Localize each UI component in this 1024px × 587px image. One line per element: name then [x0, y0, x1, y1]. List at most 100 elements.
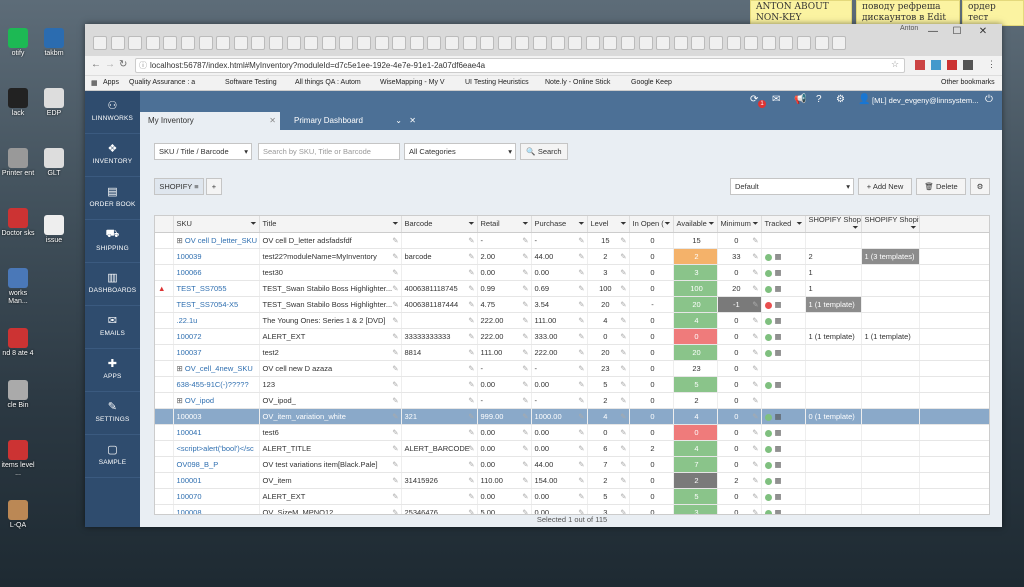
- edit-icon[interactable]: ✎: [620, 300, 627, 309]
- title-cell[interactable]: ✎ test2: [259, 344, 402, 361]
- edit-icon[interactable]: ✎: [620, 492, 627, 501]
- gear-icon[interactable]: ⚙: [836, 94, 845, 105]
- sku-cell[interactable]: ⊞ OV cell D_letter_SKU: [173, 232, 260, 249]
- edit-icon[interactable]: ✎: [578, 396, 585, 405]
- purchase-cell[interactable]: ✎ 0.00: [531, 488, 588, 505]
- shopify-next-cell[interactable]: [861, 312, 920, 329]
- level-cell[interactable]: ✎ 15: [587, 232, 630, 249]
- browser-tab[interactable]: [304, 36, 319, 50]
- table-row[interactable]: ▲ TEST_SS7055 ✎ TEST_Swan Stabilo Boss High…: [155, 280, 989, 297]
- view-tab-shopify[interactable]: SHOPIFY ≡: [154, 178, 204, 195]
- level-cell[interactable]: ✎ 20: [587, 344, 630, 361]
- browser-tab[interactable]: [462, 36, 477, 50]
- shopify-next-cell[interactable]: 1 (1 template): [861, 328, 920, 345]
- view-select[interactable]: Default ▾: [730, 178, 854, 195]
- desktop-icon[interactable]: GLT: [36, 148, 72, 178]
- purchase-cell[interactable]: ✎ 3.54: [531, 296, 588, 313]
- grid-icon[interactable]: ▦: [774, 412, 782, 421]
- edit-icon[interactable]: ✎: [522, 348, 529, 357]
- edit-icon[interactable]: ✎: [620, 364, 627, 373]
- desktop-icon[interactable]: issue: [36, 215, 72, 245]
- grid-icon[interactable]: ▦: [774, 492, 782, 501]
- edit-icon[interactable]: ✎: [752, 492, 759, 501]
- title-cell[interactable]: ✎ OV test variations item[Black.Pale]: [259, 456, 402, 473]
- edit-icon[interactable]: ✎: [620, 332, 627, 341]
- bookmark-qa[interactable]: Quality Assurance : a: [129, 79, 196, 86]
- edit-icon[interactable]: ✎: [752, 348, 759, 357]
- level-cell[interactable]: ✎ 0: [587, 328, 630, 345]
- filter-icon[interactable]: ⏷: [468, 219, 475, 228]
- edit-icon[interactable]: ✎: [392, 396, 399, 405]
- browser-tab[interactable]: [761, 36, 776, 50]
- bookmark-software-testing[interactable]: Software Testing: [225, 79, 277, 86]
- grid-icon[interactable]: ▦: [774, 508, 782, 515]
- edit-icon[interactable]: ✎: [578, 332, 585, 341]
- edit-icon[interactable]: ✎: [752, 460, 759, 469]
- title-cell[interactable]: ✎ OV_item: [259, 472, 402, 489]
- column-header[interactable]: Tracked ⏷: [761, 216, 806, 233]
- megaphone-icon[interactable]: 📢: [794, 94, 807, 105]
- url-input[interactable]: ⓘ localhost:56787/index.html#MyInventory?…: [135, 58, 905, 73]
- shopify-next-cell[interactable]: [861, 232, 920, 249]
- edit-icon[interactable]: ✎: [578, 268, 585, 277]
- table-row[interactable]: 100037 ✎ test2 ✎ 8814 ✎ 111.00 ✎ 222.00 ✎ 20 0 20 ✎ 0 ▦: [155, 344, 989, 361]
- minimum-cell[interactable]: ✎ 0: [717, 232, 762, 249]
- sku-link[interactable]: OV_ipod: [184, 396, 215, 405]
- shopify-next-cell[interactable]: [861, 360, 920, 377]
- edit-icon[interactable]: ✎: [468, 284, 475, 293]
- search-button[interactable]: 🔍 Search: [520, 143, 568, 160]
- help-icon[interactable]: ?: [816, 94, 822, 105]
- title-cell[interactable]: ✎ OV cell D_letter adsfadsfdf: [259, 232, 402, 249]
- filter-icon[interactable]: ⏷: [708, 219, 715, 228]
- title-cell[interactable]: ✎ OV cell new D azaza: [259, 360, 402, 377]
- edit-icon[interactable]: ✎: [468, 492, 475, 501]
- sidebar-item-order-book[interactable]: ▤ ORDER BOOK: [85, 177, 140, 220]
- edit-icon[interactable]: ✎: [752, 364, 759, 373]
- retail-cell[interactable]: ✎ -: [477, 360, 532, 377]
- browser-tab[interactable]: [427, 36, 442, 50]
- desktop-icon[interactable]: items level ...: [0, 440, 36, 478]
- shopify-linnsys-cell[interactable]: [805, 488, 862, 505]
- desktop-icon[interactable]: nd 8 ate 4: [0, 328, 36, 358]
- retail-cell[interactable]: ✎ 222.00: [477, 328, 532, 345]
- level-cell[interactable]: ✎ 3: [587, 264, 630, 281]
- level-cell[interactable]: ✎ 5: [587, 488, 630, 505]
- browser-tab[interactable]: [726, 36, 741, 50]
- edit-icon[interactable]: ✎: [522, 412, 529, 421]
- edit-icon[interactable]: ✎: [392, 492, 399, 501]
- sku-link[interactable]: 100037: [176, 348, 202, 357]
- tracked-cell[interactable]: [761, 392, 806, 409]
- shopify-linnsys-cell[interactable]: [805, 392, 862, 409]
- bookmark-noteIy[interactable]: Note.ly - Online Stick: [545, 79, 611, 86]
- shopify-linnsys-cell[interactable]: 0 (1 template): [805, 408, 862, 425]
- search-type-select[interactable]: SKU / Title / Barcode ▾: [154, 143, 252, 160]
- edit-icon[interactable]: ✎: [620, 380, 627, 389]
- purchase-cell[interactable]: ✎ 0.00: [531, 264, 588, 281]
- sku-cell[interactable]: TEST_SS7054-X5: [173, 296, 260, 313]
- level-cell[interactable]: ✎ 3: [587, 504, 630, 515]
- purchase-cell[interactable]: ✎ -: [531, 232, 588, 249]
- sku-link[interactable]: 100039: [176, 252, 202, 261]
- column-header[interactable]: Retail ⏷: [477, 216, 532, 233]
- shopify-linnsys-cell[interactable]: 1 (1 template): [805, 296, 862, 313]
- barcode-cell[interactable]: ✎ 4006381187444: [401, 296, 478, 313]
- retail-cell[interactable]: ✎ 222.00: [477, 312, 532, 329]
- extension-icon[interactable]: [931, 60, 941, 70]
- sku-link[interactable]: .22.1u: [176, 316, 198, 325]
- tab-primary-dashboard[interactable]: Primary Dashboard ⌄ ✕: [286, 112, 426, 130]
- edit-icon[interactable]: ✎: [468, 364, 475, 373]
- shopify-linnsys-cell[interactable]: [805, 456, 862, 473]
- delete-button[interactable]: 🗑 Delete: [916, 178, 966, 195]
- grid-icon[interactable]: ▦: [774, 476, 782, 485]
- title-cell[interactable]: ✎ ALERT_TITLE: [259, 440, 402, 457]
- minimum-cell[interactable]: ✎ 0: [717, 264, 762, 281]
- tracked-cell[interactable]: ▦: [761, 408, 806, 425]
- edit-icon[interactable]: ✎: [468, 236, 475, 245]
- minimum-cell[interactable]: ✎ 0: [717, 456, 762, 473]
- sku-link[interactable]: 100070: [176, 492, 202, 501]
- barcode-cell[interactable]: ✎: [401, 232, 478, 249]
- browser-tab[interactable]: [691, 36, 706, 50]
- tracked-cell[interactable]: ▦: [761, 296, 806, 313]
- barcode-cell[interactable]: ✎ 33333333333: [401, 328, 478, 345]
- edit-icon[interactable]: ✎: [620, 508, 627, 515]
